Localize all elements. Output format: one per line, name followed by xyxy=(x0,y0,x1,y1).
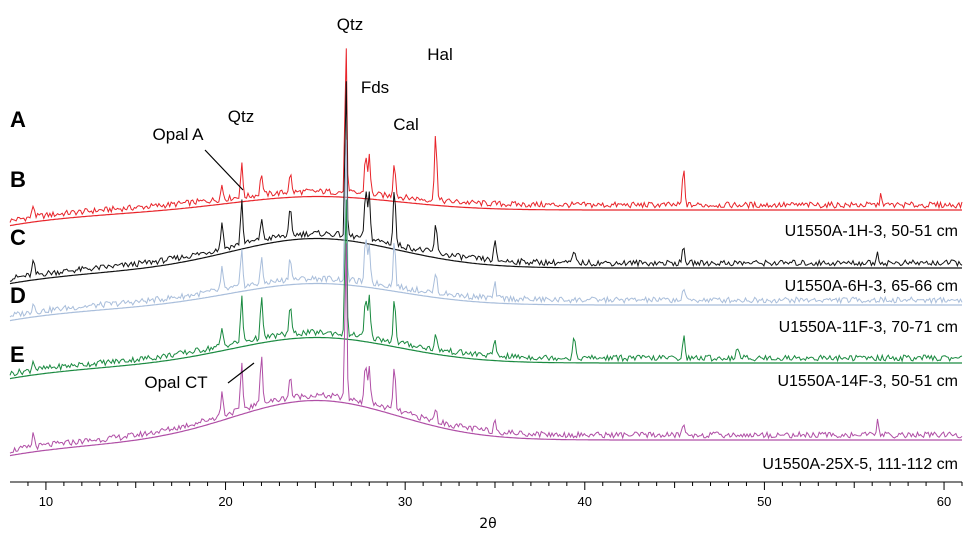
peak-label-qtz: Qtz xyxy=(337,15,363,34)
series-line-E xyxy=(9,243,963,454)
background-curve-B xyxy=(9,237,962,285)
label-layer: A U1550A-1H-3, 50-51 cm B U1550A-6H-3, 65-6… xyxy=(10,15,958,473)
peak-label-opal-ct: Opal CT xyxy=(144,373,207,392)
x-tick-label: 50 xyxy=(757,494,771,509)
sample-label-D: U1550A-14F-3, 50-51 cm xyxy=(777,373,958,390)
series-line-A xyxy=(9,48,963,223)
peak-label-qtz: Qtz xyxy=(228,107,254,126)
sample-label-E: U1550A-25X-5, 111-112 cm xyxy=(762,456,958,473)
sample-label-C: U1550A-11F-3, 70-71 cm xyxy=(779,319,958,336)
series-layer xyxy=(9,48,963,457)
series-line-C xyxy=(9,139,963,318)
x-axis: 10 20 30 40 50 60 xyxy=(10,481,963,509)
x-tick-label: 60 xyxy=(937,494,951,509)
sample-label-A: U1550A-1H-3, 50-51 cm xyxy=(785,223,958,240)
series-line-B xyxy=(9,81,963,282)
x-tick-label: 10 xyxy=(39,494,53,509)
x-tick-label: 40 xyxy=(578,494,592,509)
peak-label-fds: Fds xyxy=(361,78,389,97)
panel-letter-D: D xyxy=(10,283,26,308)
peak-label-opal-a: Opal A xyxy=(152,125,204,144)
panel-letter-A: A xyxy=(10,107,26,132)
series-line-D xyxy=(9,199,963,377)
panel-letter-E: E xyxy=(10,342,25,367)
leader-line-opal-ct xyxy=(227,362,255,384)
leader-line-opal-a xyxy=(204,149,244,191)
peak-label-cal: Cal xyxy=(393,115,419,134)
x-axis-label: 2θ xyxy=(479,516,496,532)
sample-label-B: U1550A-6H-3, 65-66 cm xyxy=(785,278,958,295)
background-curve-A xyxy=(9,195,962,227)
panel-letter-C: C xyxy=(10,225,26,250)
panel-letter-B: B xyxy=(10,167,26,192)
background-curve-E xyxy=(9,399,962,457)
peak-label-hal: Hal xyxy=(427,45,453,64)
background-curve-C xyxy=(9,282,962,322)
x-tick-label: 30 xyxy=(398,494,412,509)
x-tick-label: 20 xyxy=(218,494,232,509)
background-curve-D xyxy=(9,336,962,380)
